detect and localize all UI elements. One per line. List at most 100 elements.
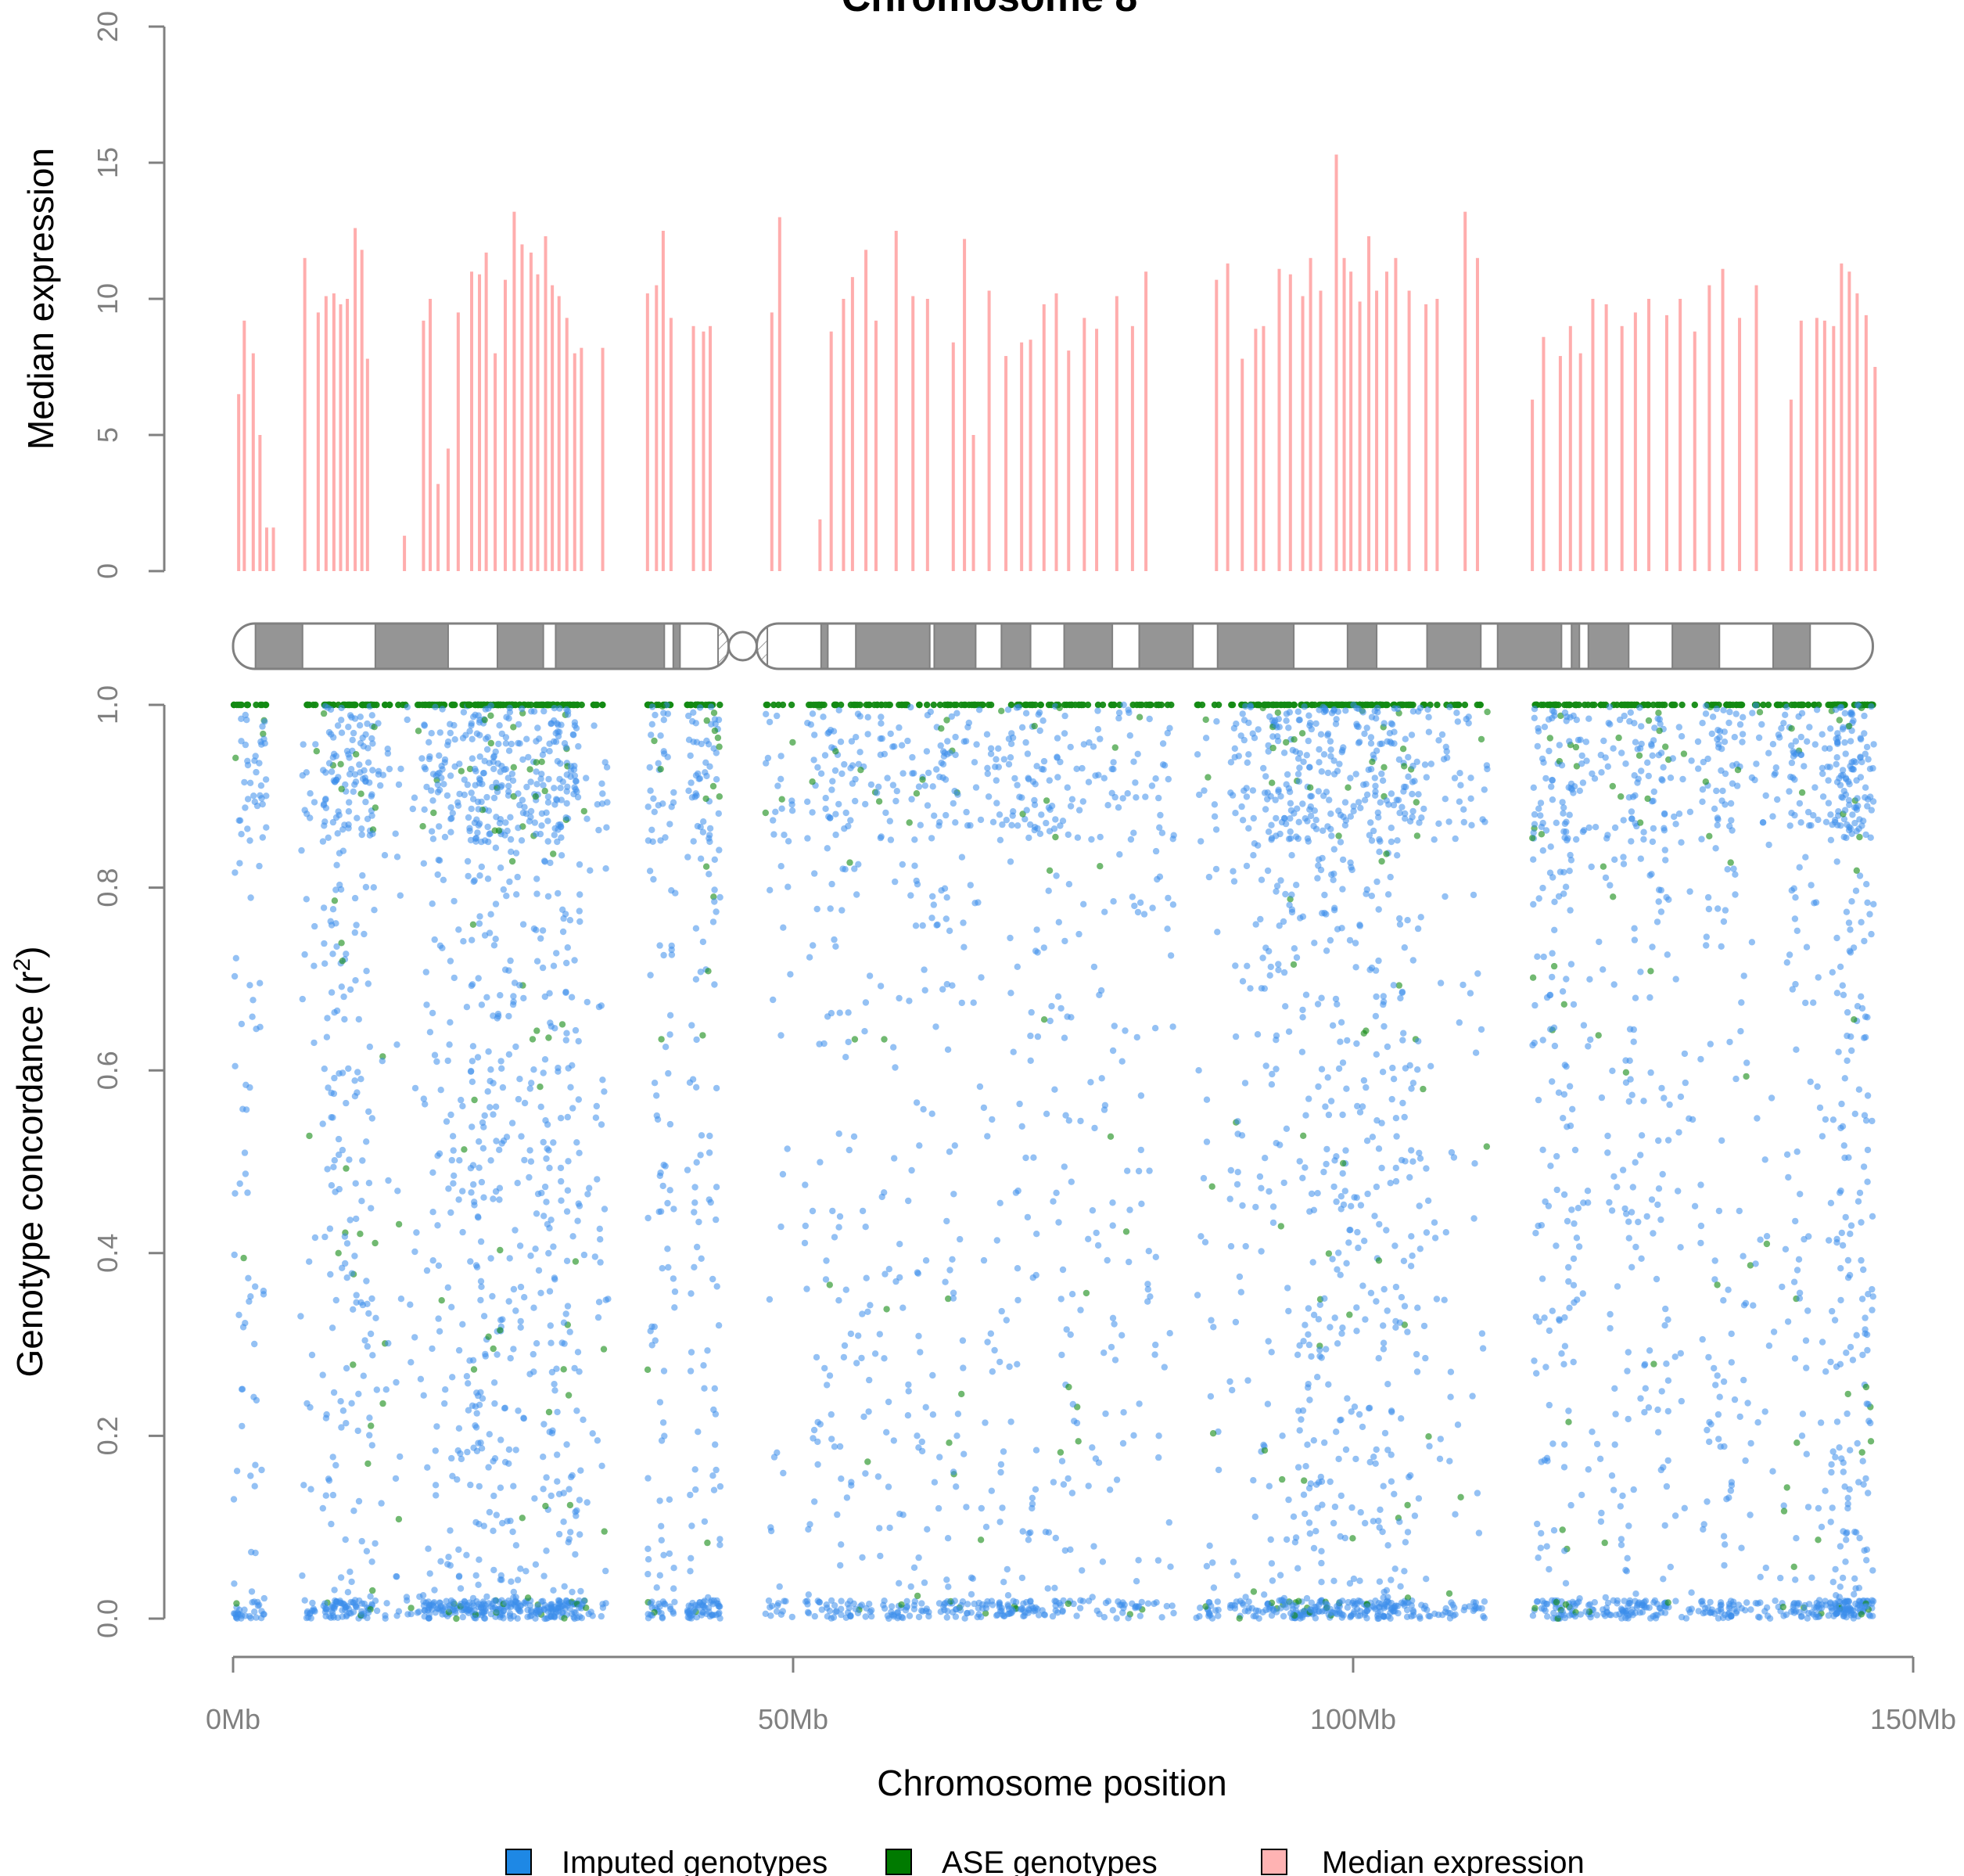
imputed-point — [1563, 976, 1570, 983]
imputed-point — [1080, 900, 1087, 908]
imputed-point — [499, 1316, 506, 1323]
imputed-point — [1000, 756, 1008, 763]
imputed-point — [702, 759, 709, 766]
imputed-point — [1167, 1563, 1174, 1570]
ideogram-band-dark — [820, 624, 828, 669]
imputed-point — [827, 905, 834, 912]
imputed-point — [1341, 799, 1349, 806]
imputed-point — [709, 918, 717, 925]
imputed-point — [235, 817, 242, 825]
imputed-point — [1024, 750, 1032, 757]
imputed-point — [811, 731, 818, 739]
imputed-point — [1144, 1600, 1152, 1607]
imputed-point — [1380, 993, 1388, 1000]
imputed-point — [459, 1613, 466, 1621]
imputed-point — [451, 897, 458, 905]
imputed-point — [711, 981, 718, 988]
imputed-point — [1442, 743, 1450, 750]
imputed-point — [828, 1436, 835, 1443]
imputed-point — [1050, 1198, 1057, 1205]
imputed-point — [1138, 1598, 1146, 1606]
imputed-point — [429, 1345, 436, 1353]
imputed-point — [1357, 804, 1364, 812]
imputed-point — [555, 732, 562, 740]
imputed-point — [356, 761, 363, 768]
expression-bar — [484, 252, 488, 571]
imputed-point — [687, 1491, 694, 1499]
expression-bar — [1301, 296, 1305, 571]
imputed-point — [1299, 1014, 1306, 1021]
ase-point — [1334, 701, 1342, 709]
imputed-point — [373, 1607, 381, 1615]
imputed-point — [1370, 751, 1377, 758]
imputed-point — [1560, 1091, 1568, 1098]
ase-point — [1538, 831, 1546, 838]
ase-point — [1413, 832, 1421, 839]
imputed-point — [863, 1274, 870, 1281]
imputed-point — [333, 943, 340, 951]
imputed-point — [1427, 760, 1435, 767]
imputed-point — [253, 768, 260, 776]
imputed-point — [810, 942, 817, 949]
imputed-point — [1294, 805, 1301, 812]
expression-bar — [709, 325, 713, 571]
ase-point — [1122, 1228, 1130, 1235]
expression-bar — [1042, 304, 1046, 571]
imputed-point — [1008, 821, 1015, 829]
imputed-point — [1282, 890, 1289, 898]
imputed-point — [1316, 1301, 1324, 1309]
imputed-point — [1359, 709, 1366, 716]
ase-point — [565, 1392, 573, 1399]
imputed-point — [1543, 1543, 1550, 1550]
imputed-point — [574, 793, 582, 801]
imputed-point — [1193, 1614, 1200, 1622]
imputed-point — [1273, 1066, 1280, 1073]
imputed-point — [1344, 1604, 1352, 1611]
imputed-point — [1306, 1208, 1313, 1215]
imputed-point — [561, 1583, 568, 1590]
imputed-point — [1003, 817, 1011, 824]
imputed-point — [1154, 1557, 1162, 1564]
imputed-point — [486, 929, 494, 936]
imputed-point — [858, 1354, 865, 1362]
imputed-point — [1346, 1580, 1354, 1587]
imputed-point — [1266, 1188, 1273, 1195]
imputed-point — [1306, 764, 1313, 771]
imputed-point — [1014, 782, 1021, 789]
imputed-point — [1550, 1527, 1558, 1534]
imputed-point — [699, 828, 707, 836]
expression-bar — [1815, 318, 1819, 571]
imputed-point — [578, 1615, 585, 1622]
imputed-point — [1282, 820, 1290, 828]
imputed-point — [1007, 858, 1014, 865]
imputed-point — [465, 1407, 472, 1414]
ase-point — [998, 707, 1005, 714]
imputed-point — [325, 728, 333, 736]
imputed-point — [1009, 734, 1017, 742]
ase-point — [524, 1594, 532, 1601]
imputed-point — [471, 1202, 478, 1209]
imputed-point — [1244, 962, 1251, 970]
imputed-point — [1208, 1602, 1215, 1609]
expression-bar — [1647, 299, 1651, 571]
imputed-point — [457, 1450, 464, 1457]
ase-point — [569, 701, 576, 709]
imputed-point — [859, 1207, 867, 1215]
imputed-point — [988, 1487, 996, 1494]
imputed-point — [991, 1346, 998, 1354]
imputed-point — [1227, 759, 1235, 766]
imputed-point — [698, 1132, 706, 1139]
imputed-point — [1048, 803, 1056, 810]
imputed-point — [1325, 1111, 1333, 1119]
imputed-point — [944, 1046, 952, 1053]
imputed-point — [541, 1056, 549, 1063]
imputed-point — [397, 765, 404, 772]
imputed-point — [967, 882, 975, 889]
imputed-point — [475, 821, 483, 829]
ase-point — [936, 701, 944, 709]
imputed-point — [866, 1376, 873, 1384]
imputed-point — [1318, 1066, 1326, 1073]
imputed-point — [524, 1613, 531, 1620]
imputed-point — [1233, 1572, 1241, 1579]
ase-point — [1538, 701, 1545, 709]
